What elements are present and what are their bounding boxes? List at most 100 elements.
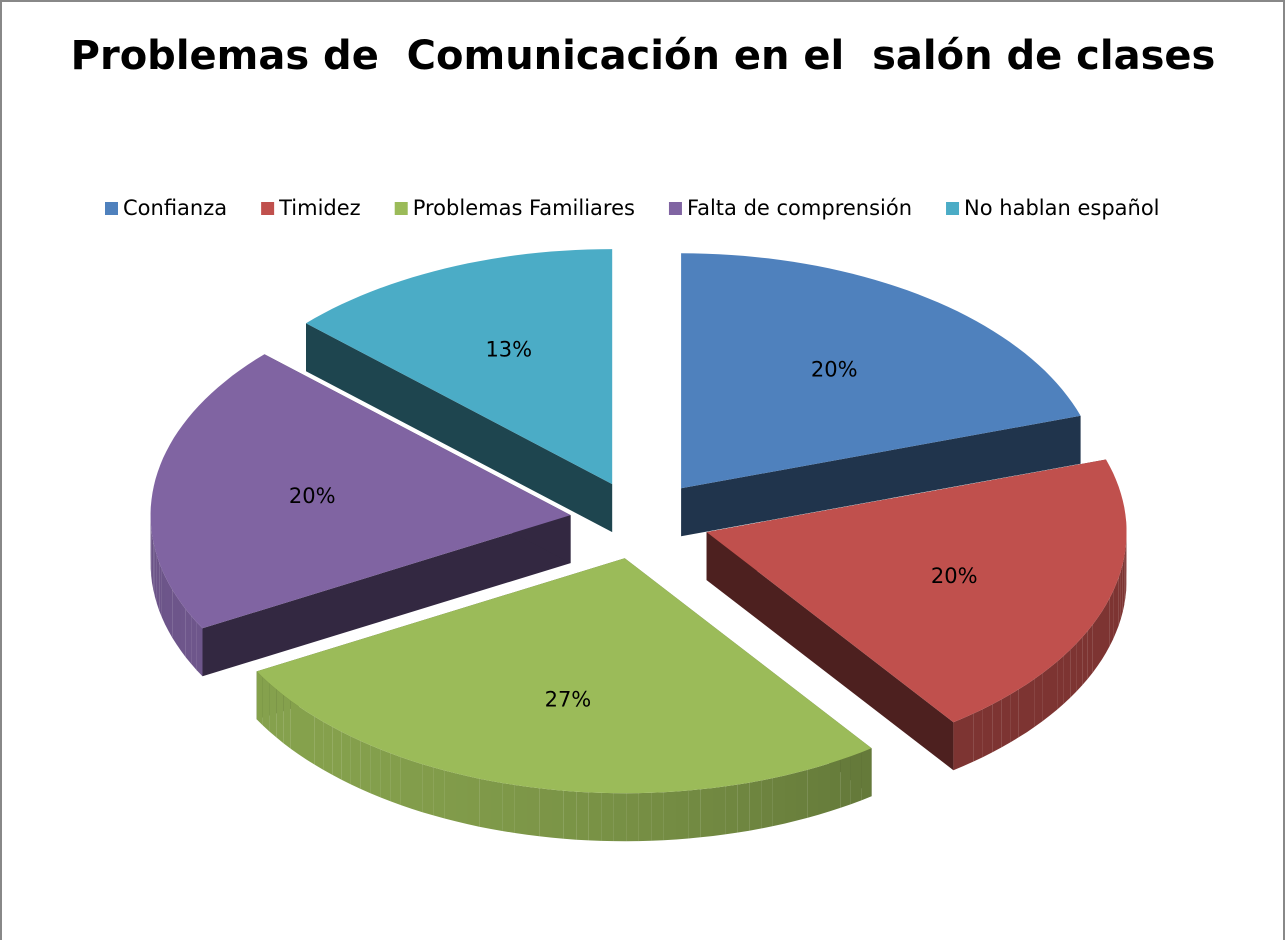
slice-side — [380, 749, 391, 802]
slice-side — [973, 709, 983, 762]
slice-side — [1076, 637, 1083, 692]
slice-side — [1122, 556, 1125, 612]
slice-side — [172, 589, 177, 645]
slice-side — [298, 706, 307, 760]
slice-side — [323, 721, 333, 775]
slice-side — [761, 778, 773, 829]
data-label: 13% — [485, 337, 532, 361]
slice-top — [256, 558, 872, 794]
pie-slice — [150, 354, 571, 677]
pie-slice — [706, 459, 1127, 771]
slice-side — [737, 782, 750, 833]
slice-side — [796, 769, 808, 821]
slice-side — [350, 736, 361, 789]
slice-side — [168, 583, 173, 638]
legend-swatch — [668, 202, 682, 215]
legend-label: Confianza — [123, 196, 227, 220]
slice-side — [807, 766, 819, 818]
pie-slice — [681, 253, 1081, 537]
slice-side — [700, 788, 713, 838]
slice-side — [262, 677, 270, 732]
slice-side — [1018, 684, 1027, 738]
slice-side — [681, 415, 1081, 537]
slice-side — [156, 555, 160, 611]
slice-top — [150, 354, 571, 629]
slice-side — [433, 767, 445, 819]
slice-side — [992, 699, 1002, 753]
slice-side — [651, 792, 664, 841]
slice-side — [1087, 624, 1093, 679]
slice-side — [829, 759, 841, 812]
slice-side — [467, 776, 480, 827]
slice-side — [341, 731, 351, 785]
slice-side — [514, 785, 527, 835]
slice-side — [444, 770, 456, 822]
slice-side — [411, 760, 423, 813]
slice-side — [527, 786, 540, 837]
slice-top — [681, 253, 1081, 489]
slice-side — [818, 763, 830, 815]
slice-side — [1082, 630, 1088, 686]
slice-side — [159, 562, 162, 618]
slice-side — [850, 752, 862, 805]
slice-side — [840, 756, 851, 808]
slice-side — [1097, 611, 1102, 666]
slice-side — [176, 596, 181, 651]
slice-side — [626, 793, 639, 842]
slice-side — [269, 683, 277, 738]
data-label: 27% — [545, 687, 592, 711]
legend-label: No hablan español — [964, 196, 1159, 220]
slice-side — [1001, 694, 1011, 748]
slice-side — [150, 520, 152, 576]
slice-side — [152, 534, 154, 590]
slice-side — [1092, 618, 1098, 673]
slice-side — [772, 775, 785, 827]
slice-side — [576, 791, 589, 841]
slice-side — [613, 793, 627, 842]
data-label: 20% — [811, 357, 858, 381]
slice-side — [370, 745, 381, 798]
slice-side — [1109, 591, 1114, 646]
slice-side — [725, 784, 738, 835]
slice-side — [306, 323, 613, 533]
slice-side — [953, 718, 964, 771]
legend-label: Falta de comprensión — [687, 196, 912, 220]
slice-side — [502, 783, 515, 833]
legend-label: Problemas Familiares — [413, 196, 635, 220]
slice-side — [1120, 563, 1123, 619]
slice-side — [1125, 542, 1127, 598]
slice-side — [1050, 661, 1058, 716]
slice-side — [749, 780, 762, 831]
chart-title: Problemas de Comunicación en el salón de… — [71, 33, 1216, 79]
slice-side — [588, 792, 602, 841]
slice-side — [1027, 678, 1035, 733]
slice-side — [1102, 604, 1106, 660]
legend-label: Timidez — [278, 196, 361, 220]
slice-side — [390, 753, 401, 806]
legend-swatch — [394, 202, 408, 215]
slice-side — [153, 541, 155, 597]
slice-side — [276, 689, 284, 744]
legend-swatch — [261, 202, 275, 215]
slice-side — [706, 532, 954, 771]
pie-slice — [256, 558, 872, 842]
slice-side — [1106, 598, 1110, 653]
slice-side — [601, 792, 614, 842]
slice-side — [283, 695, 291, 749]
slice-side — [784, 772, 796, 824]
slice-side — [154, 548, 157, 604]
slice-side — [151, 527, 152, 583]
slice-side — [963, 713, 974, 766]
slice-side — [202, 515, 571, 677]
slice-side — [1063, 649, 1071, 704]
slice-side — [688, 789, 701, 839]
slice-side — [161, 569, 165, 625]
slice-side — [713, 786, 726, 836]
slice-side — [551, 789, 564, 839]
slice-side — [290, 700, 299, 755]
slice-side — [1116, 577, 1119, 633]
slice-side — [1010, 689, 1019, 743]
slice-side — [1113, 584, 1116, 640]
slice-side — [982, 704, 993, 758]
